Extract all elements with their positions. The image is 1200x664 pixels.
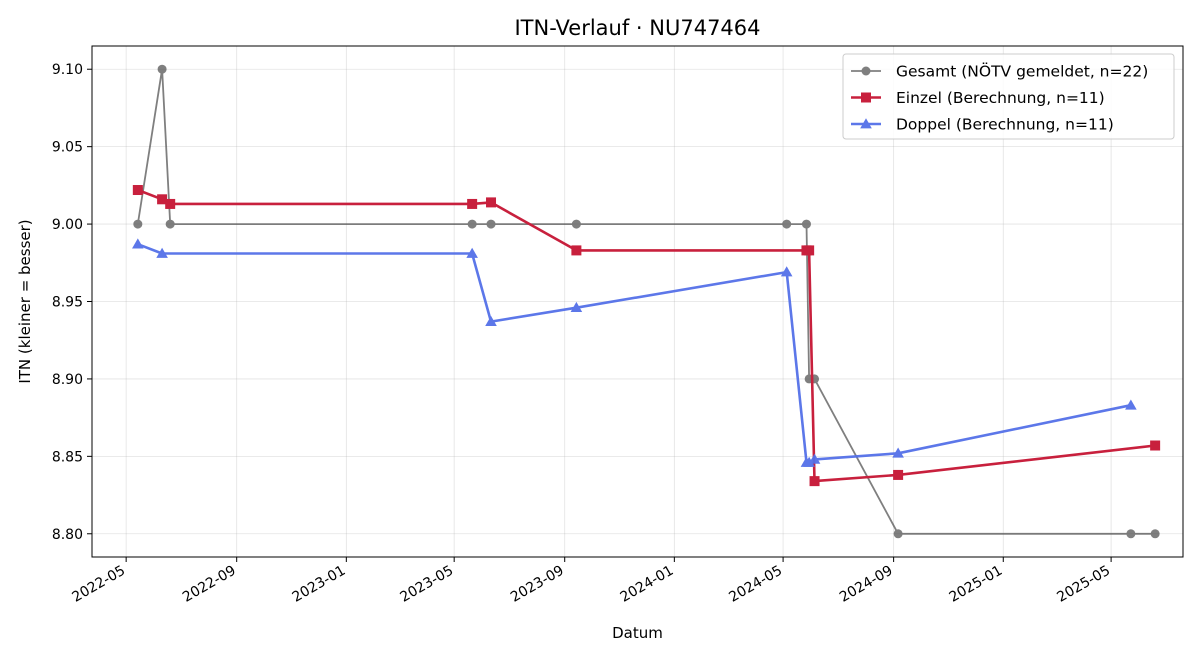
data-point	[133, 219, 143, 229]
grid-lines	[92, 46, 1183, 557]
data-point	[892, 447, 904, 458]
data-point	[780, 266, 793, 277]
legend-marker	[860, 118, 872, 129]
y-tick-label: 8.90	[52, 372, 83, 388]
data-point	[467, 198, 478, 209]
data-point	[485, 315, 497, 326]
data-point	[467, 219, 477, 229]
x-tick-label: 2024-09	[837, 563, 896, 606]
legend-label: Doppel (Berechnung, n=11)	[896, 116, 1114, 134]
data-point	[893, 529, 903, 539]
x-tick-label: 2023-05	[398, 563, 457, 606]
x-tick-label: 2022-05	[69, 563, 128, 606]
y-tick-label: 9.05	[52, 140, 83, 156]
data-point	[486, 197, 497, 208]
data-point	[1150, 529, 1160, 539]
x-tick-label: 2025-01	[947, 563, 1006, 606]
data-point	[782, 219, 792, 229]
series-circle	[133, 64, 1160, 539]
x-axis-label: Datum	[612, 624, 663, 642]
series-square	[132, 185, 1161, 487]
series-line	[137, 188, 1156, 483]
x-tick-label: 2024-05	[726, 563, 785, 606]
y-tick-label: 8.85	[52, 449, 83, 465]
data-point	[165, 198, 176, 209]
data-point	[570, 301, 583, 313]
legend-item	[851, 66, 881, 76]
data-point	[486, 219, 496, 229]
x-tick-label: 2023-09	[508, 563, 567, 606]
data-point	[156, 247, 168, 258]
legend-marker	[861, 66, 871, 76]
y-tick-label: 8.80	[52, 527, 83, 543]
data-point	[801, 219, 811, 229]
legend-item	[851, 118, 881, 129]
x-tick-label: 2022-09	[180, 563, 239, 606]
legend: Gesamt (NÖTV gemeldet, n=22) Einzel (Bere…	[842, 53, 1175, 140]
data-point	[809, 476, 820, 487]
data-point	[165, 219, 175, 229]
x-tick-label: 2023-01	[290, 563, 349, 606]
legend-box	[842, 53, 1175, 140]
x-axis: 2022-05 2022-09 2023-01 2023-05 2023-09 2024-…	[69, 557, 1113, 606]
data-point	[466, 247, 478, 258]
legend-label: Gesamt (NÖTV gemeldet, n=22)	[896, 62, 1148, 81]
data-point	[1126, 529, 1136, 539]
series-layer	[132, 64, 1161, 539]
data-point	[132, 238, 144, 249]
data-point	[571, 219, 581, 229]
y-tick-label: 8.95	[52, 295, 83, 311]
y-tick-label: 9.00	[52, 217, 83, 233]
data-point	[893, 469, 904, 480]
data-point	[132, 185, 143, 196]
data-point	[808, 453, 821, 464]
legend-marker	[861, 92, 871, 103]
y-tick-label: 9.10	[52, 62, 83, 78]
x-tick-label: 2025-05	[1054, 563, 1113, 606]
data-point	[1150, 440, 1161, 451]
data-point	[157, 194, 168, 205]
series-triangle	[132, 238, 1137, 467]
data-point	[157, 64, 167, 74]
chart-title: ITN-Verlauf · NU747464	[514, 16, 760, 40]
x-tick-label: 2024-01	[618, 563, 677, 606]
legend-item	[851, 92, 881, 103]
series-line	[137, 242, 1132, 464]
legend-label: Einzel (Berechnung, n=11)	[896, 89, 1105, 107]
data-point	[571, 245, 582, 256]
data-point	[803, 456, 815, 467]
y-axis-label: ITN (kleiner = besser)	[16, 219, 34, 383]
data-point	[1125, 399, 1137, 410]
data-point	[804, 245, 815, 256]
y-axis: 8.80 8.85 8.90 8.95 9.00 9.05 9.10	[52, 62, 92, 543]
